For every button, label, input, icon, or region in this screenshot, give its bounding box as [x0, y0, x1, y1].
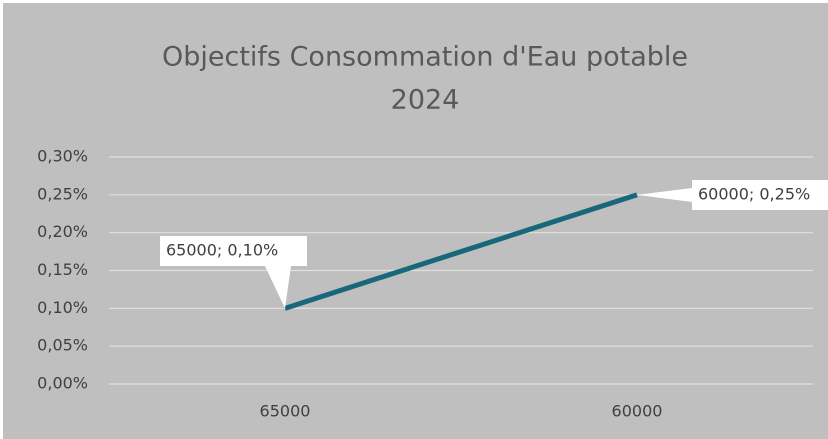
data-label: 65000; 0,10% [166, 241, 278, 260]
y-tick-label: 0,00% [37, 374, 88, 393]
y-tick-label: 0,05% [37, 336, 88, 355]
data-label-box [160, 236, 307, 309]
chart-background [3, 3, 828, 439]
y-tick-label: 0,10% [37, 298, 88, 317]
data-label: 60000; 0,25% [698, 185, 810, 204]
y-tick-label: 0,20% [37, 222, 88, 241]
data-label-box [637, 180, 828, 210]
y-tick-label: 0,15% [37, 260, 88, 279]
x-tick-label: 65000 [260, 402, 311, 421]
line-series [284, 192, 638, 311]
y-tick-label: 0,25% [37, 184, 88, 203]
y-tick-label: 0,30% [37, 147, 88, 166]
x-tick-label: 60000 [612, 402, 663, 421]
chart-title: Objectifs Consommation d'Eau potable [162, 42, 688, 73]
chart-title: 2024 [391, 85, 460, 116]
